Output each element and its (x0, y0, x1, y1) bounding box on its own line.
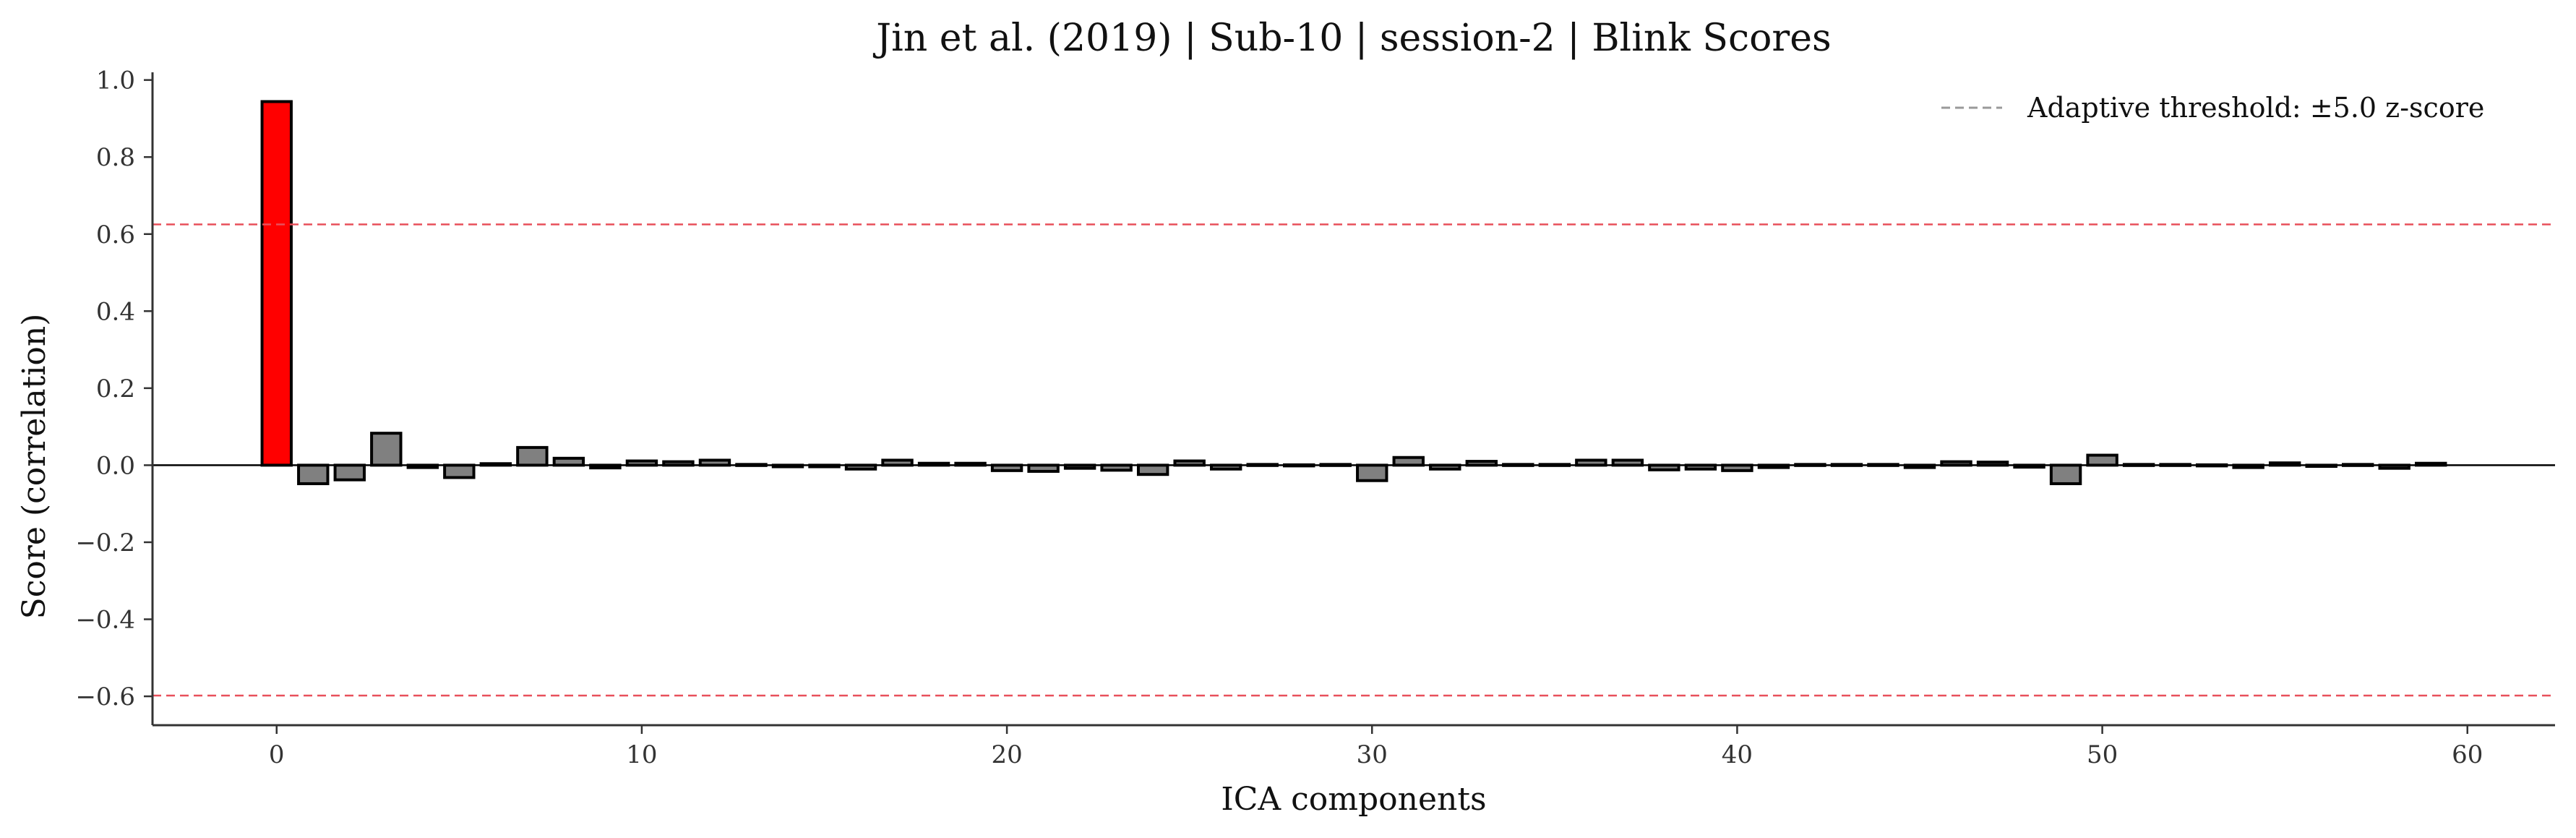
bar-component-24 (1136, 463, 1169, 476)
bar-component-3 (370, 432, 403, 467)
bar-component-5 (443, 463, 476, 479)
x-axis-label: ICA components (1221, 781, 1486, 818)
y-tick-label: −0.2 (75, 529, 135, 557)
x-tick-label: 60 (2452, 740, 2483, 769)
x-tick-label: 50 (2087, 740, 2118, 769)
y-tick-label: 0.8 (96, 143, 135, 172)
bar-component-0-flagged (260, 100, 293, 467)
x-tick-label: 10 (626, 740, 657, 769)
x-tick-label: 20 (991, 740, 1022, 769)
legend: Adaptive threshold: ±5.0 z-score (1941, 92, 2484, 124)
y-tick-label: 0.4 (96, 297, 135, 326)
y-tick-label: 0.0 (96, 451, 135, 480)
bar-component-8 (552, 456, 585, 467)
bar-component-2 (333, 463, 366, 482)
y-tick-label: −0.6 (75, 683, 135, 711)
y-tick-label: −0.4 (75, 605, 135, 634)
x-tick-label: 30 (1357, 740, 1388, 769)
chart-title: Jin et al. (2019) | Sub-10 | session-2 |… (872, 17, 1831, 60)
legend-threshold-label: Adaptive threshold: ±5.0 z-score (2027, 92, 2484, 124)
y-tick-label: 0.2 (96, 375, 135, 403)
bar-component-49 (2049, 463, 2082, 485)
bar-component-7 (516, 445, 549, 467)
y-tick-label: 0.6 (96, 221, 135, 249)
bar-component-1 (297, 463, 330, 485)
plot-area: 0 10 20 30 40 50 60 −0.6 −0.4 −0.2 0.0 0.2 0.4 0.6 0.8… (75, 67, 2555, 769)
bar-component-31 (1392, 456, 1425, 467)
y-tick-label: 1.0 (96, 67, 135, 95)
bar-component-21 (1027, 463, 1060, 473)
y-axis-label: Score (correlation) (16, 314, 53, 620)
bar-component-50 (2086, 453, 2118, 467)
bar-component-30 (1356, 463, 1388, 482)
x-tick-label: 40 (1722, 740, 1753, 769)
x-tick-label: 0 (269, 740, 285, 769)
